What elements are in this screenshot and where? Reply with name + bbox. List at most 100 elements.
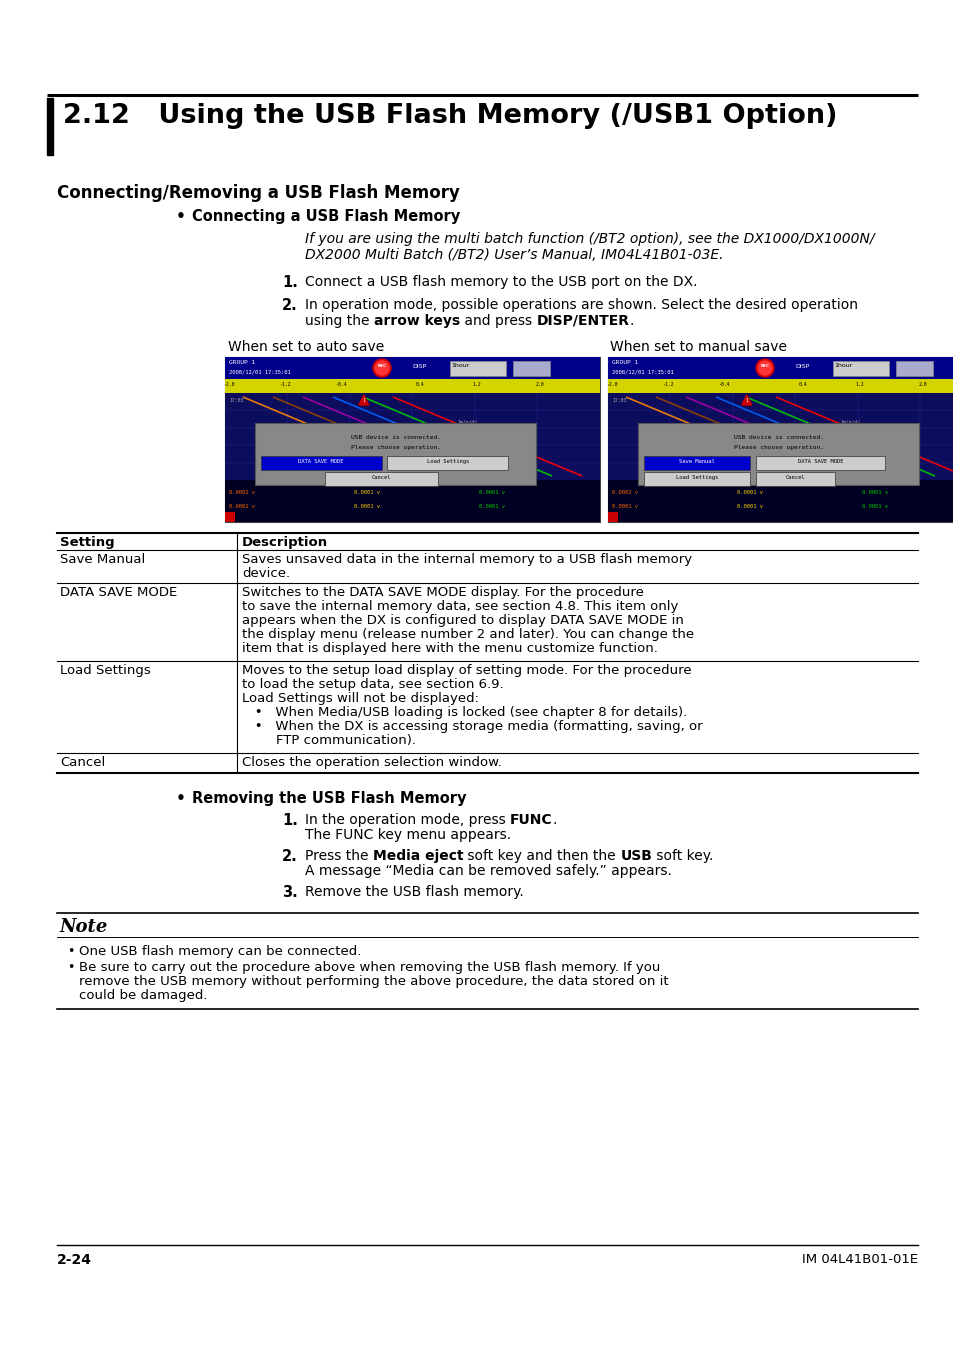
Text: the display menu (release number 2 and later). You can change the: the display menu (release number 2 and l… <box>242 628 694 641</box>
Text: 1: 1 <box>744 398 747 404</box>
Text: soft key and then the: soft key and then the <box>463 849 619 863</box>
Text: Connecting/Removing a USB Flash Memory: Connecting/Removing a USB Flash Memory <box>57 184 459 202</box>
Text: -0.4: -0.4 <box>335 382 347 387</box>
Text: 2008/12/01 17:35:01: 2008/12/01 17:35:01 <box>612 369 673 374</box>
Text: Load Settings: Load Settings <box>60 664 151 676</box>
Text: Connect a USB flash memory to the USB port on the DX.: Connect a USB flash memory to the USB po… <box>305 275 697 289</box>
Text: 1.: 1. <box>282 813 297 828</box>
Text: 3.: 3. <box>282 886 297 900</box>
Bar <box>832 360 888 377</box>
Text: 17:03: 17:03 <box>612 398 626 404</box>
Text: When set to auto save: When set to auto save <box>228 340 384 354</box>
Text: Connecting a USB Flash Memory: Connecting a USB Flash Memory <box>192 209 459 224</box>
Text: USB: USB <box>619 849 652 863</box>
Text: to save the internal memory data, see section 4.8. This item only: to save the internal memory data, see se… <box>242 599 678 613</box>
Text: -1.2: -1.2 <box>279 382 291 387</box>
Text: -0.4: -0.4 <box>718 382 729 387</box>
Text: IM 04L41B01-01E: IM 04L41B01-01E <box>801 1253 917 1266</box>
Circle shape <box>375 360 389 375</box>
Bar <box>225 379 599 393</box>
Text: device.: device. <box>242 567 290 580</box>
Text: Remove the USB flash memory.: Remove the USB flash memory. <box>305 886 523 899</box>
Text: Moves to the setup load display of setting mode. For the procedure: Moves to the setup load display of setti… <box>242 664 691 676</box>
Text: 0.0001 v: 0.0001 v <box>229 504 254 509</box>
Text: REC: REC <box>760 364 769 369</box>
Text: 1.2: 1.2 <box>854 382 862 387</box>
Text: If you are using the multi batch function (/BT2 option), see the DX1000/DX1000N/: If you are using the multi batch functio… <box>305 232 874 246</box>
Circle shape <box>758 360 771 375</box>
Text: 2.0: 2.0 <box>918 382 926 387</box>
Text: Description: Description <box>242 536 328 549</box>
Text: 1hour: 1hour <box>451 363 469 369</box>
Text: 0.0001 v: 0.0001 v <box>862 504 887 509</box>
Text: DISP: DISP <box>412 364 426 369</box>
Text: 0.0001 v: 0.0001 v <box>478 504 504 509</box>
Text: Switches to the DATA SAVE MODE display. For the procedure: Switches to the DATA SAVE MODE display. … <box>242 586 643 599</box>
Text: 0.0001 v: 0.0001 v <box>737 490 762 495</box>
Text: 0.0001 v: 0.0001 v <box>862 490 887 495</box>
Bar <box>607 356 953 379</box>
Bar <box>607 379 953 393</box>
Text: appears when the DX is configured to display DATA SAVE MODE in: appears when the DX is configured to dis… <box>242 614 683 626</box>
Text: 0.0001 v: 0.0001 v <box>354 490 379 495</box>
Text: 0.0001 v: 0.0001 v <box>737 504 762 509</box>
Bar <box>513 360 550 377</box>
Text: Saves unsaved data in the internal memory to a USB flash memory: Saves unsaved data in the internal memor… <box>242 554 691 566</box>
Text: 2.0: 2.0 <box>536 382 544 387</box>
Text: 0.0001 v: 0.0001 v <box>612 504 638 509</box>
Text: -2.0: -2.0 <box>605 382 617 387</box>
Text: DX2000 Multi Batch (/BT2) User’s Manual, IM04L41B01-03E.: DX2000 Multi Batch (/BT2) User’s Manual,… <box>305 248 722 262</box>
Text: 2008/12/01 17:35:01: 2008/12/01 17:35:01 <box>229 369 291 374</box>
Text: When set to manual save: When set to manual save <box>609 340 786 354</box>
Text: 2.: 2. <box>282 298 297 313</box>
Bar <box>607 481 953 522</box>
Text: soft key.: soft key. <box>652 849 713 863</box>
Text: DISP/ENTER: DISP/ENTER <box>536 315 629 328</box>
Text: Save Manual: Save Manual <box>60 554 145 566</box>
Text: In the operation mode, press: In the operation mode, press <box>305 813 510 828</box>
Bar <box>607 512 618 522</box>
Text: FTP communication).: FTP communication). <box>242 734 416 747</box>
Text: GROUP 1: GROUP 1 <box>612 360 638 365</box>
Text: In operation mode, possible operations are shown. Select the desired operation: In operation mode, possible operations a… <box>305 298 857 312</box>
Text: 0.0002 v: 0.0002 v <box>229 490 254 495</box>
Bar <box>607 356 953 522</box>
Text: using the: using the <box>305 315 374 328</box>
Text: Load Settings: Load Settings <box>426 459 468 464</box>
Text: and press: and press <box>459 315 536 328</box>
Text: could be damaged.: could be damaged. <box>79 990 208 1002</box>
Text: •: • <box>175 791 186 806</box>
Bar <box>325 472 437 486</box>
Text: Load Settings will not be displayed:: Load Settings will not be displayed: <box>242 693 478 705</box>
Bar <box>387 456 508 470</box>
Text: 0.0001 v: 0.0001 v <box>478 490 504 495</box>
Text: arrow keys: arrow keys <box>374 315 459 328</box>
Text: remove the USB memory without performing the above procedure, the data stored on: remove the USB memory without performing… <box>79 975 668 988</box>
Bar <box>225 356 599 522</box>
Text: FUNC: FUNC <box>510 813 552 828</box>
Text: -1.2: -1.2 <box>661 382 673 387</box>
Text: 1.2: 1.2 <box>472 382 480 387</box>
Text: 1hour: 1hour <box>833 363 851 369</box>
Text: item that is displayed here with the menu customize function.: item that is displayed here with the men… <box>242 643 658 655</box>
Text: GROUP 1: GROUP 1 <box>229 360 255 365</box>
Text: Please choose operation.: Please choose operation. <box>351 446 440 451</box>
Text: •: • <box>67 945 74 958</box>
Text: 0.0002 v: 0.0002 v <box>612 490 638 495</box>
Text: Setting: Setting <box>60 536 114 549</box>
Bar <box>47 99 53 155</box>
Text: 0.4: 0.4 <box>416 382 424 387</box>
Polygon shape <box>741 396 751 405</box>
Bar <box>225 481 599 522</box>
Text: Cancel: Cancel <box>60 756 105 770</box>
Text: 0.4: 0.4 <box>798 382 806 387</box>
Bar <box>643 472 750 486</box>
Text: 1m/n/d/: 1m/n/d/ <box>457 418 477 424</box>
Text: REC: REC <box>377 364 387 369</box>
Text: 1.: 1. <box>282 275 297 290</box>
Text: The FUNC key menu appears.: The FUNC key menu appears. <box>305 828 511 842</box>
Text: .: . <box>552 813 557 828</box>
Bar <box>895 360 932 377</box>
Text: Cancel: Cancel <box>785 475 804 481</box>
Text: Note: Note <box>59 918 108 936</box>
